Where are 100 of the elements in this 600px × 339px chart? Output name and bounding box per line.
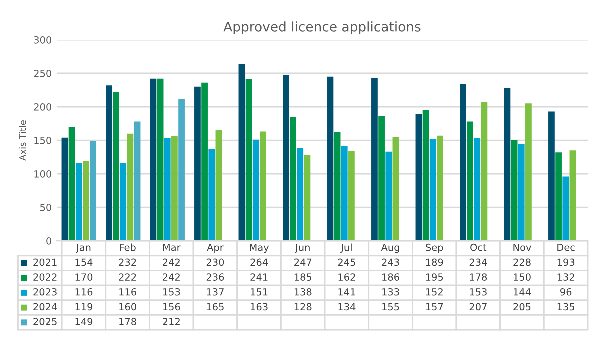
x-tick-label: Jul (340, 244, 352, 254)
bar (304, 155, 311, 242)
bar (178, 98, 185, 242)
data-label: 160 (120, 303, 136, 311)
bar (460, 84, 466, 242)
data-label: 178 (120, 318, 136, 326)
data-label: 153 (163, 288, 180, 296)
y-tick-label: 300 (34, 36, 52, 44)
data-label: 154 (76, 258, 93, 266)
data-label: 152 (426, 288, 443, 296)
data-label: 243 (382, 258, 400, 266)
chart-title: Approved licence applications (224, 22, 421, 34)
bar (297, 148, 304, 242)
bar (127, 134, 134, 242)
bar (106, 86, 112, 242)
data-label: 165 (207, 303, 224, 311)
data-label: 116 (120, 288, 136, 296)
bar (504, 88, 511, 242)
data-label: 236 (206, 274, 224, 281)
bar (120, 163, 127, 242)
data-label: 247 (294, 258, 312, 266)
bar (283, 76, 290, 242)
bar (90, 141, 96, 242)
y-tick-label: 150 (34, 136, 52, 144)
x-tick-label: Jun (295, 244, 310, 254)
bar (348, 151, 355, 242)
bar (341, 146, 348, 242)
bar (216, 130, 222, 242)
bar (511, 140, 518, 242)
data-label: 170 (76, 274, 93, 281)
bar (392, 137, 400, 242)
data-label: 157 (426, 303, 444, 311)
x-tick-label: Jan (76, 244, 91, 254)
x-tick-label: Sep (426, 244, 444, 254)
bar (134, 122, 141, 242)
x-tick-label: Feb (120, 244, 136, 252)
bar (68, 127, 76, 242)
x-tick-label: May (250, 244, 270, 254)
data-label: 178 (470, 274, 488, 281)
data-label: 156 (163, 303, 180, 311)
data-label: 242 (163, 274, 180, 281)
legend-label: 2021 (34, 258, 57, 266)
data-label: 151 (251, 288, 268, 296)
bar (481, 102, 488, 242)
data-label: 149 (76, 318, 93, 326)
legend-label: 2022 (34, 274, 57, 281)
bar (83, 161, 90, 242)
bar (164, 138, 171, 242)
data-label: 134 (338, 303, 356, 311)
bar (556, 152, 562, 242)
data-label: 132 (558, 274, 574, 281)
data-label: 230 (206, 258, 224, 266)
bar (386, 152, 392, 242)
x-tick-label: Apr (207, 244, 224, 254)
bar (260, 132, 266, 242)
bar (290, 117, 296, 242)
x-tick-label: Aug (381, 244, 400, 254)
data-label: 228 (514, 258, 531, 266)
data-label: 207 (470, 303, 487, 311)
data-label: 119 (76, 303, 93, 311)
x-tick-label: Oct (470, 244, 487, 252)
bar (252, 140, 260, 242)
bar (562, 176, 570, 242)
legend-label: 2024 (34, 303, 58, 311)
data-label: 153 (470, 288, 487, 296)
bar (194, 86, 201, 242)
data-label: 186 (382, 274, 400, 281)
bar (334, 132, 341, 242)
data-label: 185 (294, 274, 312, 281)
bar (157, 78, 164, 242)
bar (76, 163, 82, 242)
data-label: 155 (382, 303, 400, 311)
bar (62, 138, 68, 242)
bar (467, 122, 474, 242)
y-tick-label: 0 (46, 238, 52, 245)
data-label: 133 (382, 288, 400, 296)
y-axis-title: Axis Title (19, 120, 26, 161)
bar (327, 76, 334, 242)
data-label: 138 (294, 288, 312, 296)
data-label: 212 (163, 318, 180, 326)
data-label: 245 (338, 258, 356, 266)
data-label: 162 (338, 274, 356, 281)
data-label: 137 (207, 288, 224, 296)
bar (378, 116, 385, 242)
bar (548, 112, 555, 242)
data-label: 141 (338, 288, 356, 296)
y-tick-label: 200 (34, 103, 52, 111)
bar (372, 78, 378, 242)
bar (202, 82, 208, 242)
bar (150, 78, 157, 242)
data-label: 242 (163, 258, 180, 266)
x-tick-label: Nov (514, 244, 532, 252)
bar (474, 138, 481, 242)
data-label: 150 (514, 274, 531, 281)
data-label: 205 (514, 303, 531, 311)
x-tick-label: Mar (163, 244, 181, 252)
y-tick-label: 250 (34, 70, 52, 78)
data-label: 144 (514, 288, 531, 296)
data-label: 128 (294, 303, 312, 311)
y-tick-label: 50 (40, 204, 52, 212)
